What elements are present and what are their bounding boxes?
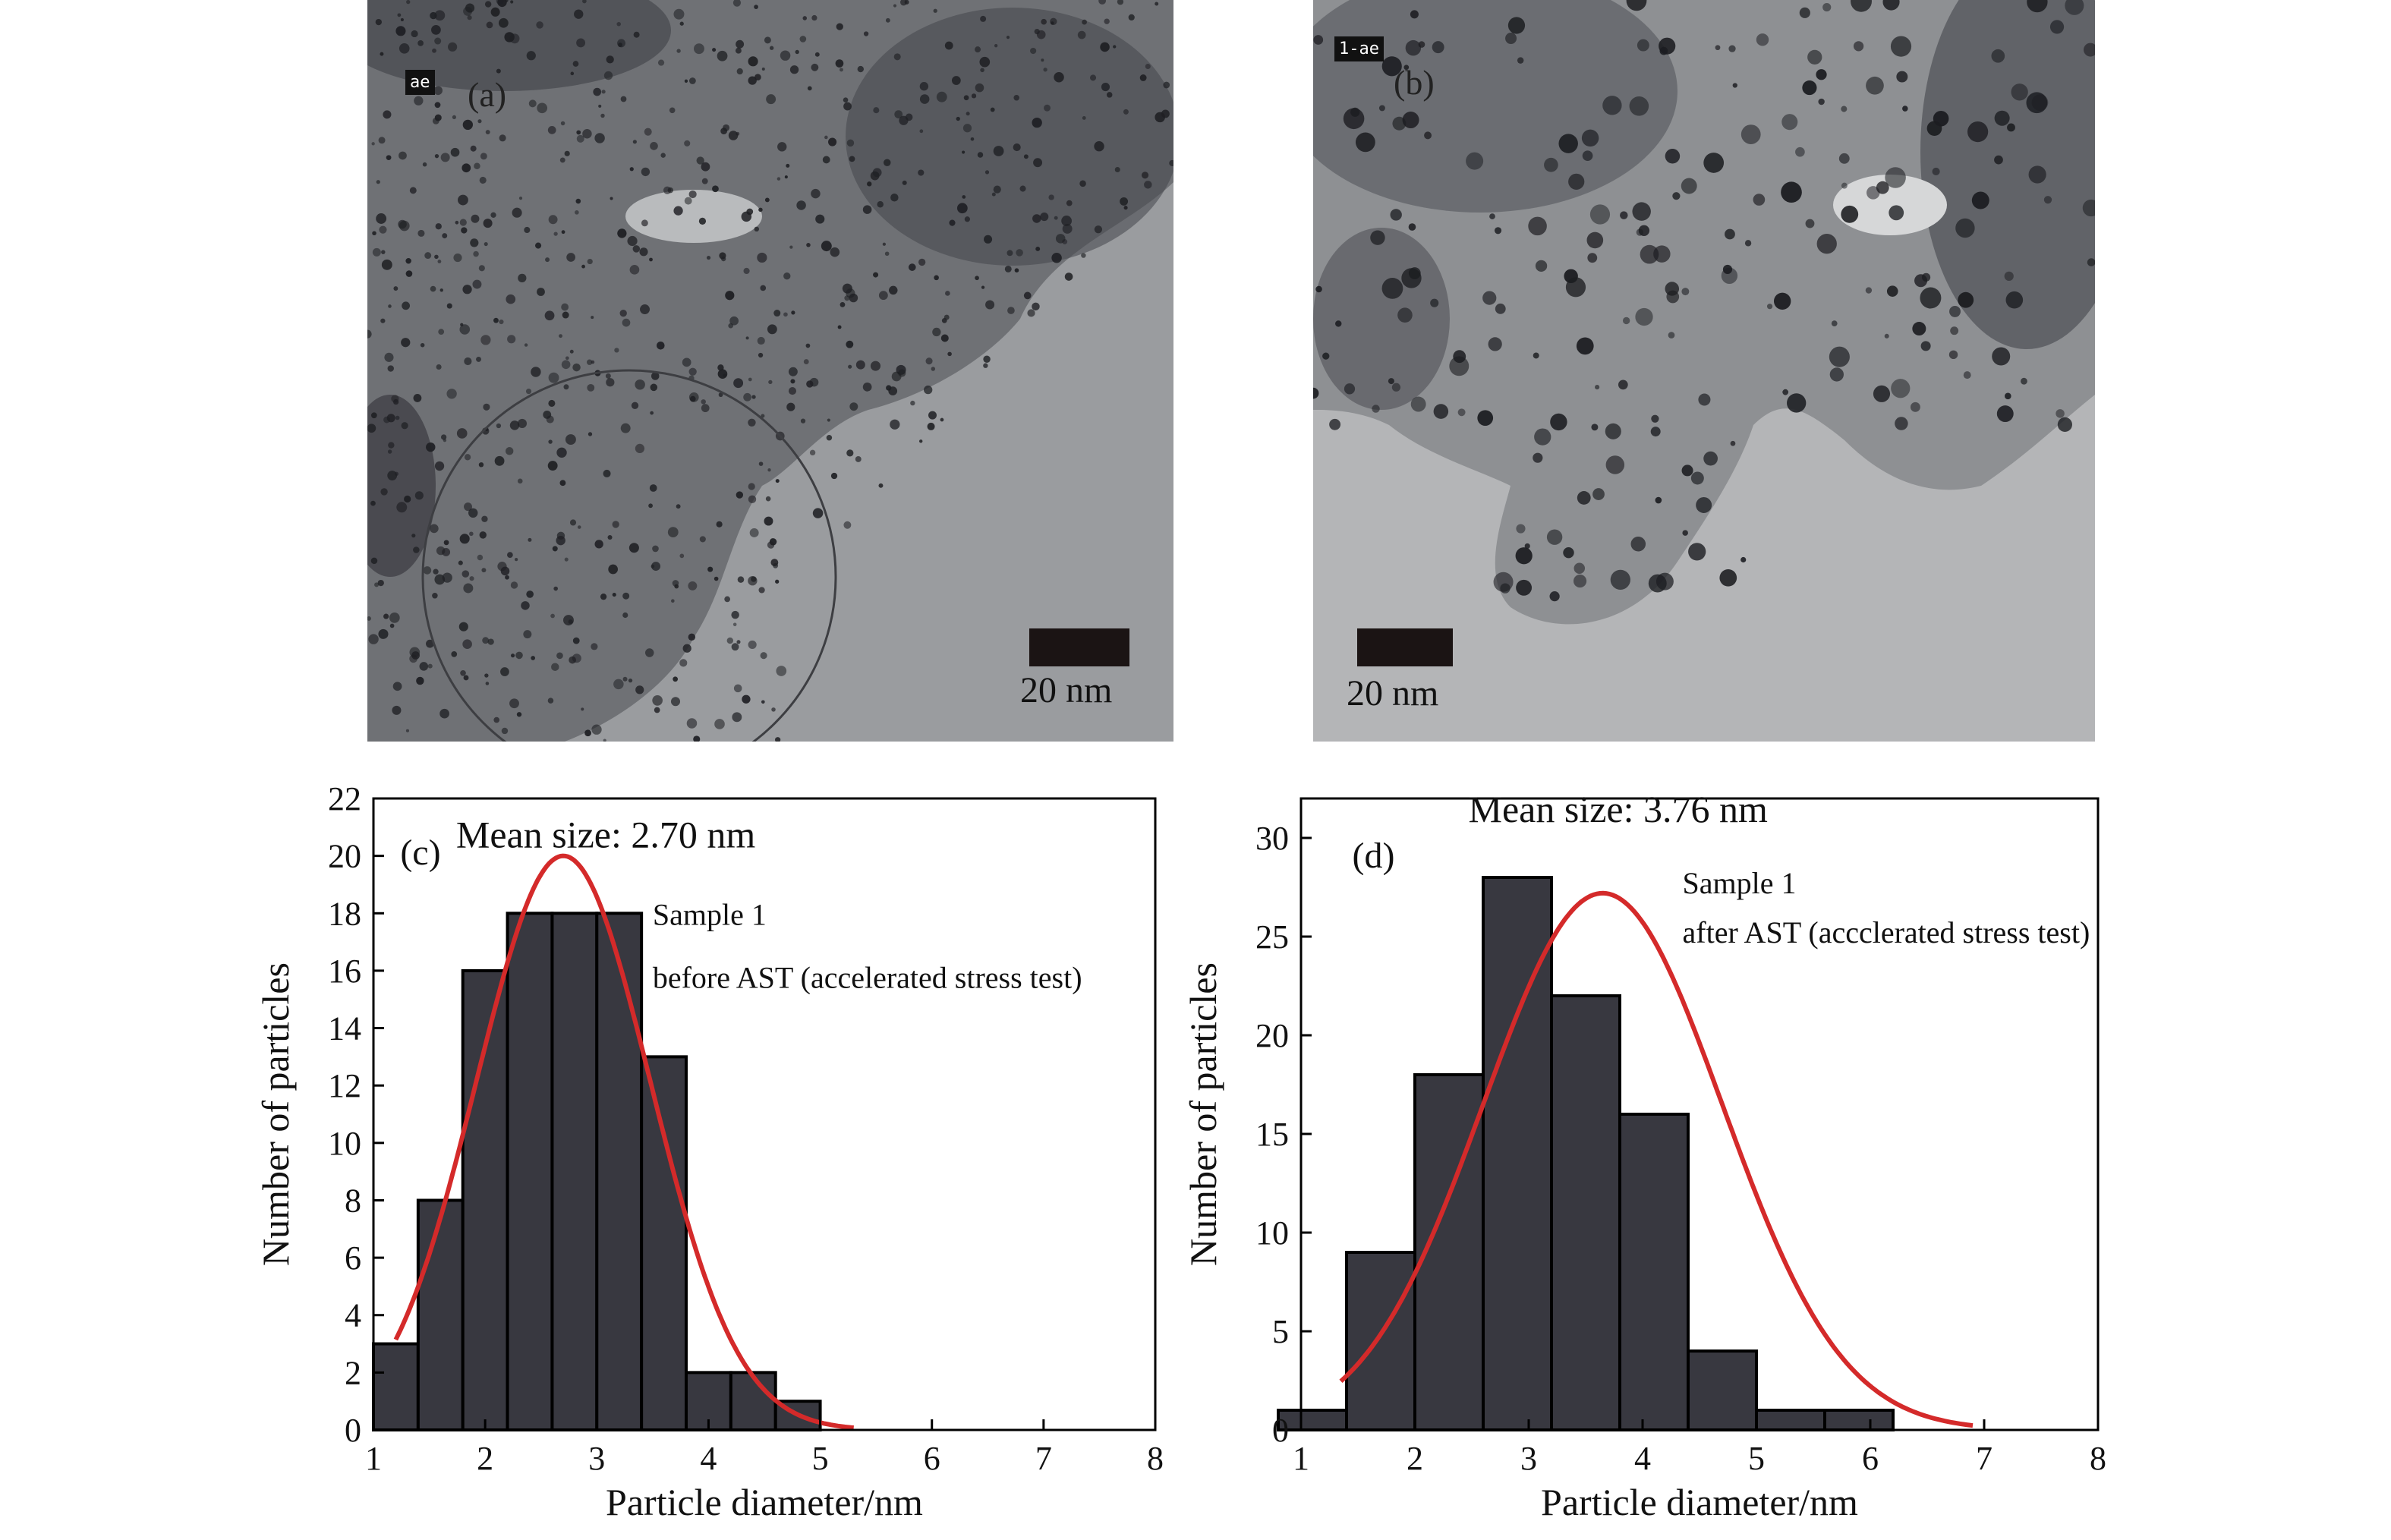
y-axis-label-c: Number of particles — [254, 962, 297, 1266]
tem-texture-a — [367, 0, 1173, 742]
bar-d-2 — [1413, 1073, 1485, 1431]
gaussian-fit-d — [1339, 890, 1974, 1428]
sample-annotation-c: Sample 1 — [653, 897, 767, 931]
y-tick-label-d-30: 30 — [1255, 820, 1289, 857]
scale-label-a: 20 nm — [1020, 670, 1113, 710]
bar-d-1 — [1345, 1251, 1416, 1431]
plot-frame-c — [372, 797, 1157, 1431]
panel-label-d: (d) — [1353, 836, 1395, 876]
scale-bar-a — [1029, 628, 1129, 666]
bar-c-2 — [461, 968, 509, 1431]
gaussian-fit-c — [393, 853, 854, 1431]
y-tick-label-d-20: 20 — [1255, 1017, 1289, 1054]
y-tick-label-d-10: 10 — [1255, 1214, 1289, 1252]
x-tick-label-c-4: 4 — [700, 1440, 717, 1477]
y-tick-label-d-25: 25 — [1255, 918, 1289, 956]
mean-size-annotation-c: Mean size: 2.70 nm — [456, 813, 755, 855]
x-tick-label-c-7: 7 — [1035, 1440, 1052, 1477]
y-tick-label-c-10: 10 — [328, 1125, 361, 1162]
mean-size-annotation-d: Mean size: 3.76 nm — [1469, 788, 1768, 830]
x-tick-label-c-6: 6 — [924, 1440, 940, 1477]
bar-c-7 — [685, 1371, 732, 1432]
y-tick-label-c-0: 0 — [345, 1412, 361, 1449]
y-tick-label-c-8: 8 — [345, 1182, 361, 1219]
panel-label-c: (c) — [400, 833, 440, 873]
x-tick-label-c-5: 5 — [812, 1440, 829, 1477]
x-tick-label-d-6: 6 — [1862, 1440, 1879, 1477]
y-tick-label-c-2: 2 — [345, 1354, 361, 1391]
scale-label-b: 20 nm — [1347, 673, 1439, 713]
chart-d: 1 2 3 4 5 6 7 8 0 5 10 15 20 25 30 Particle diameter/nm… — [1182, 788, 2106, 1523]
bar-d-7 — [1755, 1409, 1826, 1431]
bar-c-1 — [416, 1198, 465, 1432]
bar-c-6 — [640, 1055, 688, 1431]
y-tick-label-d-5: 5 — [1272, 1313, 1289, 1350]
bar-d-6 — [1687, 1349, 1758, 1431]
x-tick-label-d-7: 7 — [1976, 1440, 1992, 1477]
y-tick-label-c-14: 14 — [328, 1010, 361, 1047]
x-tick-label-d-2: 2 — [1407, 1440, 1423, 1477]
bar-d-0 — [1277, 1409, 1348, 1431]
x-tick-label-d-4: 4 — [1634, 1440, 1651, 1477]
x-axis-label-c: Particle diameter/nm — [606, 1481, 923, 1523]
image-tag-a: ae — [405, 70, 435, 95]
bar-c-8 — [729, 1371, 777, 1432]
y-tick-label-c-12: 12 — [328, 1067, 361, 1104]
x-tick-label-d-1: 1 — [1293, 1440, 1309, 1477]
y-tick-label-c-4: 4 — [345, 1297, 361, 1334]
x-tick-label-c-8: 8 — [1147, 1440, 1164, 1477]
image-tag-b: 1-ae — [1334, 36, 1384, 61]
bar-d-3 — [1482, 876, 1553, 1431]
bar-d-4 — [1550, 994, 1621, 1431]
condition-annotation-d: after AST (accclerated stress test) — [1683, 915, 2090, 950]
panel-label-b: (b) — [1394, 63, 1435, 102]
y-tick-label-c-20: 20 — [328, 838, 361, 875]
x-axis-label-d: Particle diameter/nm — [1541, 1481, 1858, 1523]
x-tick-label-d-5: 5 — [1748, 1440, 1765, 1477]
condition-annotation-c: before AST (accelerated stress test) — [653, 961, 1082, 995]
x-tick-label-c-3: 3 — [588, 1440, 605, 1477]
x-tick-label-d-3: 3 — [1520, 1440, 1537, 1477]
bar-d-8 — [1823, 1409, 1895, 1431]
selection-circle — [421, 369, 837, 742]
x-tick-label-c-2: 2 — [477, 1440, 493, 1477]
scale-bar-b — [1357, 628, 1453, 666]
y-tick-label-c-16: 16 — [328, 953, 361, 990]
x-tick-label-c-1: 1 — [365, 1440, 382, 1477]
bar-c-3 — [506, 912, 554, 1431]
plot-frame-d — [1299, 797, 2100, 1431]
tem-texture-b — [1313, 0, 2095, 742]
bar-c-9 — [773, 1400, 822, 1431]
x-tick-label-d-8: 8 — [2090, 1440, 2106, 1477]
y-tick-label-d-15: 15 — [1255, 1116, 1289, 1153]
y-tick-label-c-6: 6 — [345, 1239, 361, 1277]
tem-image-b: 1-ae (b) 20 nm — [1313, 0, 2095, 742]
panel-label-a: (a) — [468, 75, 507, 114]
tem-image-a: ae (a) 20 nm — [367, 0, 1173, 742]
y-tick-label-c-22: 22 — [328, 780, 361, 817]
bar-d-5 — [1618, 1113, 1690, 1431]
y-tick-label-c-18: 18 — [328, 895, 361, 932]
y-axis-label-d: Number of particles — [1182, 962, 1224, 1266]
bar-c-5 — [595, 912, 644, 1431]
bar-c-4 — [550, 912, 599, 1431]
bar-c-0 — [372, 1342, 420, 1431]
y-tick-label-d-0: 0 — [1272, 1412, 1289, 1449]
sample-annotation-d: Sample 1 — [1683, 866, 1797, 900]
